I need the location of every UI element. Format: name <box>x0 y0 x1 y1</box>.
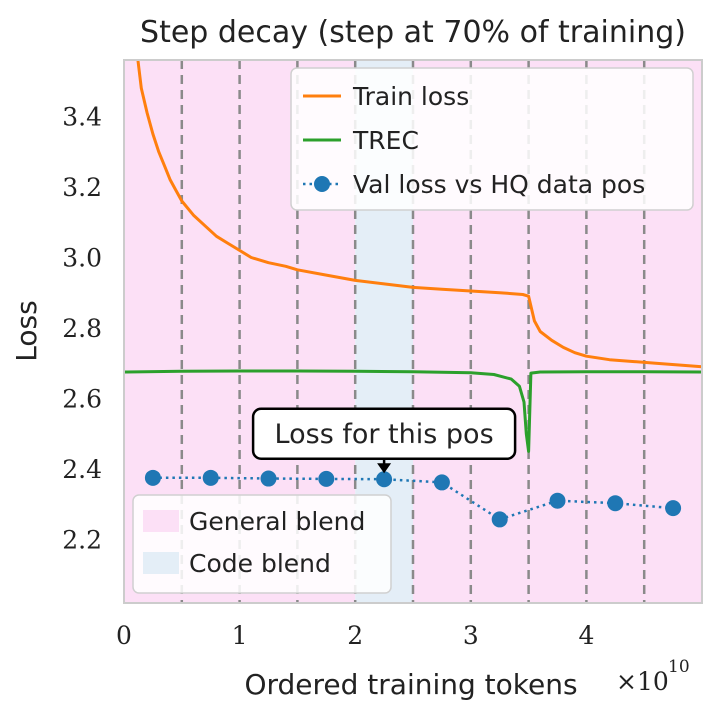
plot-frame <box>123 59 703 604</box>
legend-region-label-1: Code blend <box>189 549 331 578</box>
y-tick-label-6: 3.4 <box>62 102 102 131</box>
x-tick-label-0: 0 <box>116 621 132 650</box>
series-layer <box>123 59 703 528</box>
x-axis-scale-base: ×10 <box>616 667 669 696</box>
x-axis-scale-exponent: 10 <box>668 657 690 677</box>
legend-series: Train loss TREC Val loss vs HQ data pos <box>290 67 694 211</box>
y-tick-label-3: 2.8 <box>62 314 102 343</box>
legend-region-swatch-1 <box>143 552 179 574</box>
x-tick-label-1: 1 <box>232 621 248 650</box>
y-axis-ticks: 2.2 2.4 2.6 2.8 3.0 3.2 3.4 <box>62 102 102 554</box>
legend-series-box <box>290 67 694 211</box>
series-2-point-9 <box>665 500 682 517</box>
series-line-0 <box>136 59 703 369</box>
x-tick-label-2: 2 <box>347 621 363 650</box>
y-tick-label-2: 2.6 <box>62 384 102 413</box>
series-line-1 <box>123 369 703 453</box>
series-2-point-8 <box>607 495 624 512</box>
annotation-box <box>251 407 517 461</box>
y-tick-label-1: 2.4 <box>62 455 102 484</box>
x-tick-label-3: 3 <box>463 621 479 650</box>
y-axis-label: Loss <box>10 300 43 361</box>
annotation-arrow-head <box>377 463 392 474</box>
x-axis-label: Ordered training tokens <box>244 668 577 701</box>
series-2-point-1 <box>202 469 219 486</box>
legend-series-label-0: Train loss <box>352 82 469 111</box>
x-tick-label-4: 4 <box>578 621 594 650</box>
series-2-point-7 <box>549 492 566 509</box>
x-axis-ticks: 0 1 2 3 4 <box>116 621 594 650</box>
x-axis-scale: ×10 10 <box>616 657 690 696</box>
series-2-point-3 <box>318 470 335 487</box>
annotation-text: Loss for this pos <box>275 419 494 450</box>
y-tick-label-5: 3.2 <box>62 173 102 202</box>
chart-title: Step decay (step at 70% of training) <box>140 15 686 50</box>
series-2-point-6 <box>491 511 508 528</box>
legend-series-marker-2 <box>314 176 330 192</box>
legend-region-swatch-0 <box>143 510 179 532</box>
legend-series-label-2: Val loss vs HQ data pos <box>353 170 645 199</box>
y-tick-label-0: 2.2 <box>62 526 102 555</box>
series-2-point-2 <box>260 470 277 487</box>
annotation: Loss for this pos <box>251 407 517 474</box>
series-2-point-5 <box>433 474 450 491</box>
series-2-point-4 <box>376 471 393 488</box>
legend-region-label-0: General blend <box>189 507 365 536</box>
y-tick-label-4: 3.0 <box>62 243 102 272</box>
series-line-2 <box>152 476 674 521</box>
legend-series-label-1: TREC <box>352 126 419 155</box>
series-2-point-0 <box>144 469 161 486</box>
legend-regions-box <box>132 494 392 594</box>
legend-regions: General blend Code blend <box>132 494 392 594</box>
